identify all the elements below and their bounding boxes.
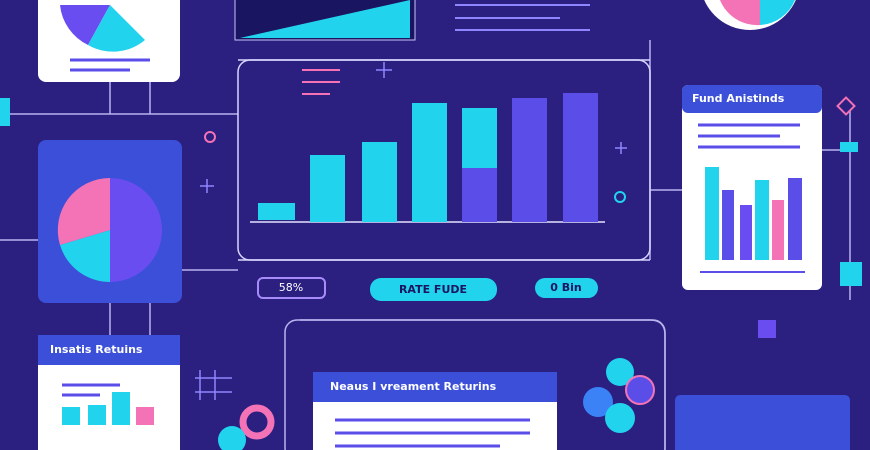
bottom-card: Neaus I vreament Returins	[313, 372, 557, 450]
top-left-card	[38, 0, 180, 82]
card-title: Insatis Retuins	[50, 343, 143, 356]
button-label[interactable]: 0 Bin	[550, 281, 581, 294]
button-label[interactable]: RATE FUDE	[399, 283, 467, 296]
main-chart	[250, 69, 605, 223]
buttons: 58% RATE FUDE 0 Bin	[257, 277, 598, 301]
right-card: Fund Anistinds	[682, 85, 822, 290]
decorations	[0, 62, 862, 450]
card-title: Neaus I vreament Returins	[330, 380, 497, 393]
connector-lines	[0, 40, 851, 450]
card-title: Fund Anistinds	[692, 92, 785, 105]
left-card: Insatis Retuins	[38, 335, 180, 450]
pie-card	[38, 140, 182, 303]
button-label[interactable]: 58%	[279, 281, 303, 294]
top-area-card	[234, 0, 590, 41]
top-right-pie	[704, 0, 796, 30]
